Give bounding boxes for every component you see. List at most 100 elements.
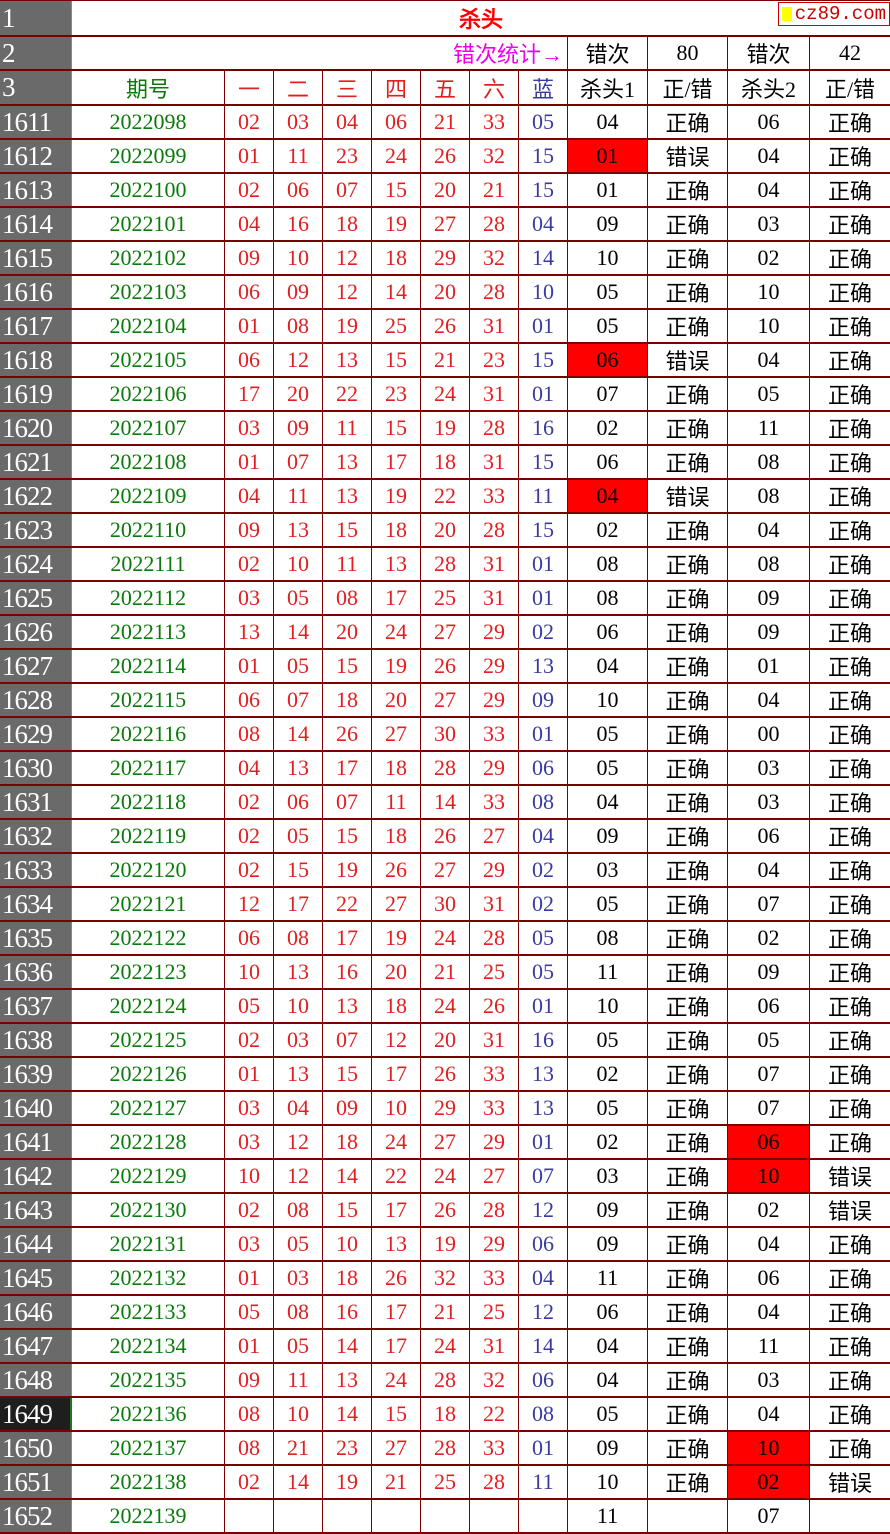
red-ball-cell[interactable]: 06 [225,684,274,716]
row-header[interactable]: 1643 [0,1194,72,1226]
period-cell[interactable]: 2022125 [72,1024,225,1056]
miss1-count[interactable]: 80 [648,37,728,69]
red-ball-cell[interactable]: 28 [470,412,519,444]
kill1-cell[interactable]: 08 [568,548,648,580]
red-ball-cell[interactable]: 08 [323,582,372,614]
kill1-cell[interactable]: 09 [568,1432,648,1464]
red-ball-cell[interactable]: 30 [421,718,470,750]
kill2-cell[interactable]: 09 [728,582,810,614]
kill1-cell[interactable]: 09 [568,820,648,852]
period-cell[interactable]: 2022115 [72,684,225,716]
kill2-cell[interactable]: 04 [728,684,810,716]
result2-cell[interactable]: 正确 [827,791,872,816]
red-ball-cell[interactable]: 17 [225,378,274,410]
red-ball-cell[interactable]: 17 [323,752,372,784]
red-ball-cell[interactable]: 20 [372,956,421,988]
red-ball-cell[interactable]: 31 [470,888,519,920]
red-ball-cell[interactable]: 28 [470,276,519,308]
red-ball-cell[interactable]: 11 [323,412,372,444]
row-header[interactable]: 1636 [0,956,72,988]
red-ball-cell[interactable]: 19 [323,1466,372,1498]
period-cell[interactable]: 2022131 [72,1228,225,1260]
red-ball-cell[interactable]: 13 [372,1228,421,1260]
red-ball-cell[interactable]: 14 [274,1466,323,1498]
red-ball-cell[interactable]: 14 [372,276,421,308]
result2-cell[interactable]: 正确 [827,1403,872,1428]
red-ball-cell[interactable]: 17 [274,888,323,920]
red-ball-cell[interactable]: 01 [225,1262,274,1294]
red-ball-cell[interactable]: 29 [470,854,519,886]
kill1-cell[interactable]: 02 [568,412,648,444]
red-ball-cell[interactable]: 02 [225,1466,274,1498]
row-header[interactable]: 1624 [0,548,72,580]
blue-ball-cell[interactable]: 05 [519,922,568,954]
red-ball-cell[interactable]: 14 [274,616,323,648]
result1-cell[interactable]: 正确 [648,888,728,920]
row-header[interactable]: 1638 [0,1024,72,1056]
result2-cell[interactable]: 正确 [827,961,872,986]
row-header[interactable]: 1645 [0,1262,72,1294]
kill1-cell[interactable]: 10 [568,1466,648,1498]
row-header[interactable]: 1651 [0,1466,72,1498]
period-cell[interactable]: 2022133 [72,1296,225,1328]
red-ball-cell[interactable]: 26 [372,854,421,886]
red-ball-cell[interactable]: 13 [274,1058,323,1090]
period-cell[interactable]: 2022107 [72,412,225,444]
red-ball-cell[interactable]: 29 [470,650,519,682]
result2-cell[interactable]: 正确 [827,349,872,374]
result2-cell[interactable]: 正确 [827,689,872,714]
red-ball-cell[interactable]: 17 [372,446,421,478]
red-ball-cell[interactable]: 30 [421,888,470,920]
result2-cell[interactable]: 正确 [827,995,872,1020]
kill2-cell[interactable]: 04 [728,854,810,886]
period-cell[interactable]: 2022128 [72,1126,225,1158]
red-ball-cell[interactable]: 12 [323,276,372,308]
red-ball-cell[interactable]: 09 [274,412,323,444]
red-ball-cell[interactable] [470,1500,519,1532]
result1-cell[interactable]: 正确 [648,752,728,784]
result1-cell[interactable]: 正确 [648,1228,728,1260]
red-ball-cell[interactable]: 09 [274,276,323,308]
red-ball-cell[interactable]: 15 [372,412,421,444]
red-ball-cell[interactable]: 11 [274,1364,323,1396]
red-ball-cell[interactable]: 19 [372,208,421,240]
blue-ball-cell[interactable]: 09 [519,684,568,716]
red-ball-cell[interactable]: 27 [421,208,470,240]
row-header[interactable]: 1625 [0,582,72,614]
kill2-cell[interactable]: 10 [728,1160,810,1192]
red-ball-cell[interactable]: 02 [225,548,274,580]
blue-ball-cell[interactable]: 02 [519,854,568,886]
result1-cell[interactable]: 正确 [648,1160,728,1192]
result2-cell[interactable]: 正确 [827,621,872,646]
red-ball-cell[interactable]: 05 [274,1330,323,1362]
period-cell[interactable]: 2022138 [72,1466,225,1498]
kill2-cell[interactable]: 02 [728,922,810,954]
blue-ball-cell[interactable]: 14 [519,242,568,274]
red-ball-cell[interactable]: 29 [421,1092,470,1124]
result1-cell[interactable]: 正确 [648,922,728,954]
red-ball-cell[interactable]: 27 [421,616,470,648]
period-cell[interactable]: 2022121 [72,888,225,920]
red-ball-cell[interactable]: 24 [421,990,470,1022]
row-header[interactable]: 1628 [0,684,72,716]
red-ball-cell[interactable]: 02 [225,1194,274,1226]
red-ball-cell[interactable]: 25 [421,582,470,614]
red-ball-cell[interactable]: 26 [323,718,372,750]
result1-cell[interactable]: 正确 [648,242,728,274]
red-ball-cell[interactable]: 33 [470,786,519,818]
red-ball-cell[interactable]: 28 [470,1466,519,1498]
red-ball-cell[interactable]: 10 [274,548,323,580]
kill2-cell[interactable]: 11 [728,412,810,444]
row-header[interactable]: 1633 [0,854,72,886]
result1-cell[interactable]: 错误 [648,480,728,512]
column-header[interactable]: 五 [421,71,470,104]
result2-cell[interactable]: 正确 [827,417,872,442]
result1-cell[interactable]: 正确 [648,174,728,206]
period-cell[interactable]: 2022113 [72,616,225,648]
red-ball-cell[interactable]: 13 [323,480,372,512]
red-ball-cell[interactable]: 15 [323,514,372,546]
result2-cell[interactable]: 正确 [827,451,872,476]
kill1-cell[interactable]: 02 [568,1058,648,1090]
kill1-cell[interactable]: 10 [568,990,648,1022]
result1-cell[interactable]: 错误 [648,344,728,376]
